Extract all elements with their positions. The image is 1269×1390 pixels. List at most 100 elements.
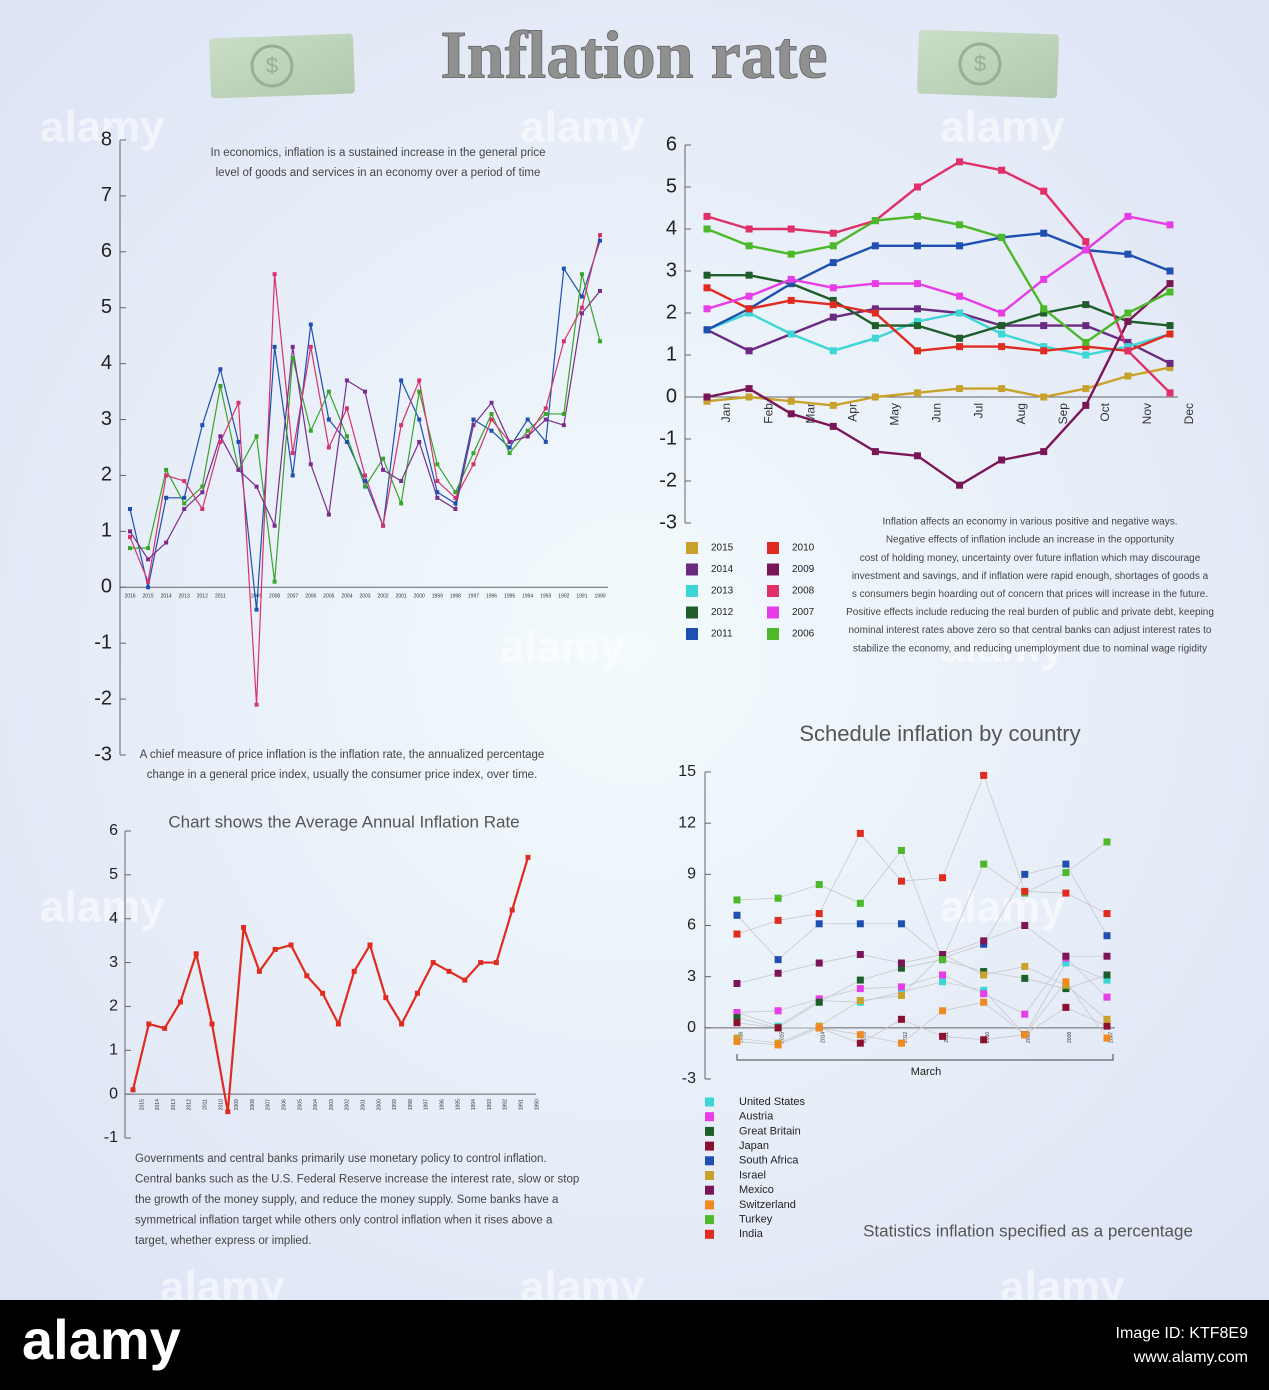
point-marker [1062, 860, 1070, 868]
point-marker [182, 507, 187, 511]
y-tick-label: 8 [101, 128, 112, 150]
x-tick-label: 1994 [522, 594, 533, 600]
point-marker [598, 339, 602, 344]
point-marker [381, 523, 386, 528]
point-marker [829, 284, 837, 292]
x-tick-label: 1993 [540, 594, 551, 600]
point-marker [128, 507, 132, 511]
series-line [706, 286, 1171, 352]
point-marker [507, 439, 512, 444]
point-marker [471, 462, 476, 467]
series-line [131, 856, 530, 1113]
point-marker [288, 942, 294, 948]
point-marker [381, 467, 386, 472]
x-tick-label: 1995 [504, 594, 515, 600]
point-marker [256, 968, 262, 974]
x-tick-label: 2005 [297, 1099, 303, 1110]
point-marker [829, 313, 837, 321]
y-tick-label: 12 [678, 814, 696, 831]
point-marker [897, 920, 905, 928]
point-marker [998, 322, 1006, 330]
point-marker [254, 702, 259, 707]
point-marker [471, 417, 476, 422]
series-line [706, 232, 1171, 331]
point-marker [1062, 952, 1070, 960]
legend-label: Israel [739, 1169, 766, 1181]
x-tick-label: 2001 [361, 1099, 367, 1110]
x-tick-label: 2011 [944, 1032, 950, 1043]
legend-swatch [767, 563, 779, 576]
point-marker [525, 854, 531, 860]
x-tick-label: 1997 [468, 594, 479, 600]
x-tick-label: 2014 [821, 1032, 827, 1043]
legend-swatch [686, 628, 698, 640]
point-marker [897, 1039, 905, 1047]
point-marker [1103, 952, 1111, 960]
x-tick-label: 2013 [171, 1099, 177, 1110]
x-tick-label: Jun [930, 403, 944, 422]
point-marker [856, 976, 864, 984]
series-line [706, 307, 1171, 365]
x-tick-label: 2008 [1067, 1032, 1073, 1043]
point-marker [871, 305, 879, 313]
point-marker [897, 846, 905, 854]
x-tick-label: Sep [1056, 403, 1070, 425]
point-marker [1021, 1010, 1029, 1018]
point-marker [733, 1014, 741, 1022]
y-tick-label: 2 [109, 998, 118, 1015]
y-tick-label: 0 [666, 385, 677, 407]
x-tick-label: 2002 [345, 1099, 351, 1110]
point-marker [320, 990, 326, 996]
point-marker [326, 417, 331, 422]
legend-label: 2006 [792, 629, 815, 640]
point-marker [272, 272, 277, 277]
point-marker [579, 305, 584, 310]
note-line: target, whether express or implied. [135, 1235, 311, 1247]
point-marker [326, 445, 331, 450]
x-tick-label: Jan [719, 403, 733, 422]
point-marker [509, 907, 515, 913]
point-marker [164, 467, 169, 472]
legend-label: Austria [739, 1111, 774, 1123]
point-marker [1082, 343, 1090, 351]
x-tick-label: 2011 [215, 594, 226, 600]
point-marker [1103, 993, 1111, 1001]
point-marker [913, 242, 921, 250]
point-marker [1124, 372, 1132, 380]
y-tick-label: 4 [666, 217, 677, 239]
point-marker [1040, 343, 1048, 351]
point-marker [579, 311, 584, 316]
point-marker [829, 296, 837, 304]
point-marker [733, 1008, 741, 1016]
series-line [706, 282, 1171, 487]
point-marker [478, 960, 484, 966]
x-tick-label: 2003 [359, 594, 370, 600]
legend-label: Great Britain [739, 1125, 801, 1137]
point-marker [1062, 978, 1070, 986]
point-marker [871, 217, 879, 225]
point-marker [733, 1019, 741, 1027]
legend-swatch [705, 1126, 714, 1136]
watermark: alamy [940, 883, 1065, 932]
point-marker [774, 1041, 782, 1049]
point-marker [1040, 393, 1048, 401]
point-marker [308, 344, 313, 349]
point-marker [525, 434, 530, 439]
point-marker [1082, 238, 1090, 246]
point-marker [471, 451, 476, 456]
legend-swatch [705, 1200, 714, 1210]
legend-label: 2010 [792, 543, 815, 554]
point-marker [829, 422, 837, 430]
point-marker [290, 344, 295, 349]
x-tick-label: 2000 [376, 1099, 382, 1110]
point-marker [399, 1021, 405, 1027]
point-marker [200, 484, 205, 489]
legend-swatch [705, 1229, 714, 1239]
x-tick-label: 2014 [155, 1099, 161, 1110]
point-marker [507, 451, 512, 456]
point-marker [225, 1109, 231, 1115]
x-tick-label: 2010 [985, 1032, 991, 1043]
point-marker [146, 557, 151, 562]
x-tick-label: 2009 [234, 1099, 240, 1110]
point-marker [703, 393, 711, 401]
